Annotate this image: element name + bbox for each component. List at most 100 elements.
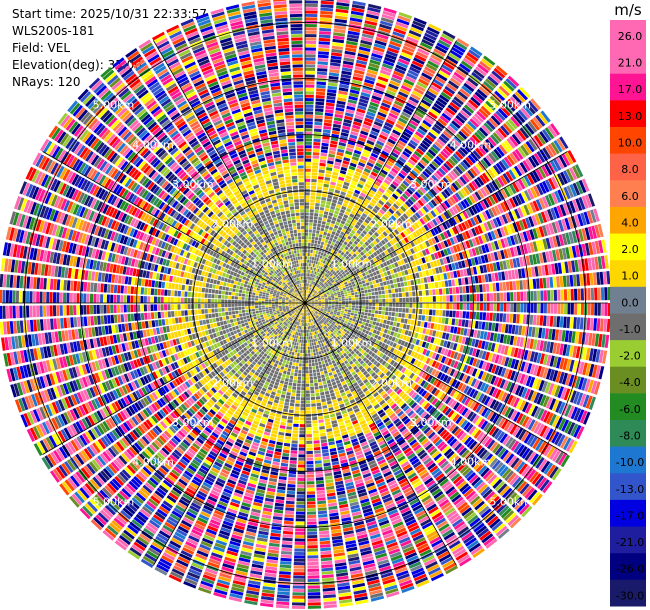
range-gate bbox=[379, 23, 392, 30]
range-gate bbox=[314, 271, 317, 275]
range-gate bbox=[397, 15, 411, 23]
range-gate bbox=[381, 14, 395, 21]
range-gate bbox=[382, 99, 392, 106]
range-gate bbox=[371, 95, 382, 102]
range-gate bbox=[431, 81, 443, 90]
range-gate bbox=[398, 292, 402, 298]
range-gate bbox=[464, 277, 469, 285]
range-gate bbox=[401, 270, 406, 276]
range-gate bbox=[327, 89, 337, 94]
range-gate bbox=[335, 240, 340, 245]
range-gate bbox=[334, 243, 338, 248]
range-gate bbox=[333, 165, 341, 170]
range-gate bbox=[310, 292, 314, 296]
range-gate bbox=[586, 273, 591, 286]
range-gate bbox=[350, 315, 354, 318]
range-gate bbox=[385, 118, 395, 126]
range-gate bbox=[501, 323, 506, 333]
range-gate bbox=[388, 275, 393, 280]
range-gate bbox=[451, 74, 463, 84]
range-gate bbox=[518, 325, 523, 336]
range-gate bbox=[475, 66, 487, 77]
range-gate bbox=[322, 245, 326, 250]
range-gate bbox=[349, 287, 354, 291]
range-gate bbox=[355, 300, 359, 303]
range-gate bbox=[318, 51, 329, 55]
range-gate bbox=[421, 38, 434, 47]
range-gate bbox=[362, 272, 366, 277]
range-gate bbox=[338, 297, 342, 300]
range-gate bbox=[409, 119, 419, 127]
range-gate bbox=[506, 313, 510, 323]
range-gate bbox=[363, 198, 370, 204]
range-gate bbox=[466, 52, 479, 62]
range-gate bbox=[410, 63, 422, 71]
range-gate bbox=[341, 296, 345, 299]
range-gate bbox=[411, 136, 420, 144]
range-gate bbox=[305, 202, 310, 206]
range-gate bbox=[317, 64, 328, 69]
range-gate bbox=[378, 27, 391, 34]
range-gate bbox=[424, 283, 429, 290]
range-gate bbox=[461, 319, 466, 327]
range-gate bbox=[434, 282, 439, 288]
range-gate bbox=[426, 303, 430, 309]
range-gate bbox=[450, 326, 455, 333]
range-gate bbox=[311, 256, 315, 261]
range-gate bbox=[361, 296, 366, 300]
range-gate bbox=[377, 287, 381, 291]
range-gate bbox=[313, 135, 321, 139]
range-gate bbox=[320, 259, 324, 263]
range-gate bbox=[370, 98, 381, 105]
range-gate bbox=[360, 232, 365, 238]
range-gate bbox=[422, 290, 426, 296]
range-gate bbox=[314, 257, 317, 261]
range-gate bbox=[395, 298, 399, 303]
range-gate bbox=[316, 244, 320, 248]
range-gate bbox=[305, 199, 310, 203]
range-gate bbox=[311, 179, 317, 183]
range-gate bbox=[307, 293, 309, 297]
range-gate bbox=[386, 141, 395, 148]
range-gate bbox=[423, 137, 433, 145]
range-gate bbox=[543, 290, 547, 301]
range-gate bbox=[322, 276, 326, 280]
range-gate bbox=[446, 303, 450, 310]
range-gate bbox=[328, 354, 333, 358]
range-gate bbox=[309, 273, 311, 277]
range-gate bbox=[305, 229, 309, 233]
range-gate bbox=[349, 183, 356, 189]
range-gate bbox=[362, 230, 368, 235]
range-gate bbox=[539, 315, 544, 326]
range-gate bbox=[412, 90, 423, 98]
range-gate bbox=[422, 35, 436, 44]
range-gate bbox=[462, 286, 466, 294]
range-gate bbox=[436, 274, 441, 281]
range-gate bbox=[348, 319, 352, 323]
range-gate bbox=[329, 244, 334, 249]
range-gate bbox=[546, 315, 550, 327]
range-gate bbox=[466, 294, 470, 302]
range-gate bbox=[312, 270, 315, 275]
range-gate bbox=[341, 67, 353, 72]
range-gate bbox=[364, 322, 369, 327]
range-gate bbox=[504, 270, 509, 280]
range-gate bbox=[399, 277, 404, 282]
range-gate bbox=[509, 313, 513, 323]
range-gate bbox=[320, 149, 328, 154]
range-gate bbox=[428, 316, 432, 322]
range-gate bbox=[358, 281, 363, 285]
range-gate bbox=[364, 20, 378, 26]
range-gate bbox=[367, 108, 377, 114]
range-gate bbox=[348, 165, 356, 171]
range-gate bbox=[345, 109, 355, 114]
range-gate bbox=[310, 284, 312, 288]
range-gate bbox=[364, 312, 368, 316]
range-gate bbox=[367, 192, 374, 198]
range-gate bbox=[341, 308, 345, 311]
range-gate bbox=[386, 188, 393, 195]
range-gate bbox=[430, 146, 439, 155]
range-gate bbox=[409, 297, 413, 302]
range-gate bbox=[537, 290, 541, 301]
range-gate bbox=[351, 7, 365, 13]
